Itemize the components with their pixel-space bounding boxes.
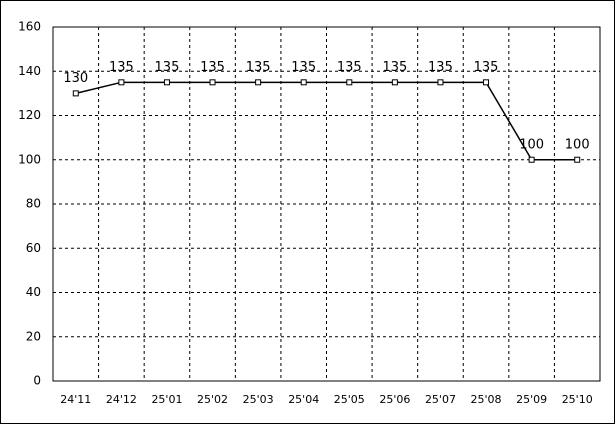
- x-tick-label: 25'01: [151, 393, 182, 406]
- x-tick-label: 25'03: [243, 393, 274, 406]
- line: [75, 81, 578, 161]
- x-tick-label: 25'06: [379, 393, 410, 406]
- y-tick-label: 80: [26, 197, 41, 211]
- data-label: 100: [519, 137, 544, 152]
- data-label: 100: [565, 137, 590, 152]
- data-label: 135: [382, 60, 407, 75]
- plot-area: [52, 26, 601, 382]
- marker: [528, 156, 535, 163]
- data-label: 135: [428, 60, 453, 75]
- data-label: 130: [63, 71, 88, 86]
- y-tick-label: 160: [18, 20, 41, 34]
- y-tick-label: 0: [33, 374, 41, 388]
- x-tick-label: 25'04: [288, 393, 319, 406]
- marker: [255, 79, 262, 86]
- marker: [346, 79, 353, 86]
- data-label: 135: [474, 60, 499, 75]
- x-tick-label: 25'07: [425, 393, 456, 406]
- y-tick-label: 40: [26, 285, 41, 299]
- x-tick-label: 25'09: [516, 393, 547, 406]
- data-label: 135: [109, 60, 134, 75]
- marker: [483, 79, 490, 86]
- x-tick-label: 24'11: [60, 393, 91, 406]
- x-tick-label: 25'08: [471, 393, 502, 406]
- marker: [209, 79, 216, 86]
- x-tick-label: 25'05: [334, 393, 365, 406]
- data-label: 135: [291, 60, 316, 75]
- marker: [163, 79, 170, 86]
- y-tick-label: 60: [26, 241, 41, 255]
- data-label: 135: [155, 60, 180, 75]
- marker: [300, 79, 307, 86]
- x-tick-label: 24'12: [106, 393, 137, 406]
- x-tick-label: 25'02: [197, 393, 228, 406]
- data-label: 135: [200, 60, 225, 75]
- y-tick-label: 140: [18, 64, 41, 78]
- data-label: 135: [246, 60, 271, 75]
- x-tick-label: 25'10: [562, 393, 593, 406]
- data-label: 135: [337, 60, 362, 75]
- y-tick-label: 100: [18, 152, 41, 166]
- y-tick-label: 120: [18, 108, 41, 122]
- y-tick-label: 20: [26, 329, 41, 343]
- marker: [574, 156, 581, 163]
- marker: [72, 90, 79, 97]
- marker: [437, 79, 444, 86]
- marker: [118, 79, 125, 86]
- marker: [391, 79, 398, 86]
